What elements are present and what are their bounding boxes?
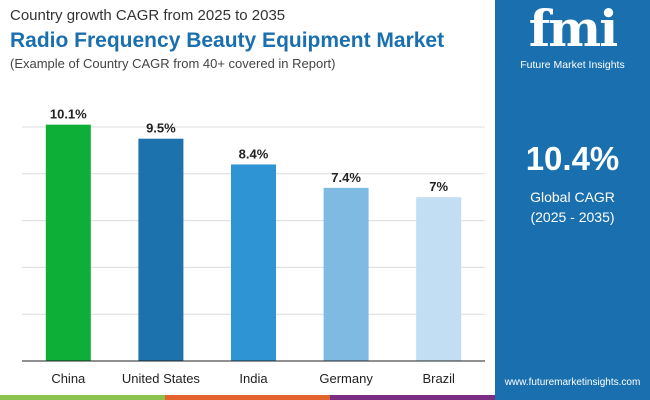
bar-germany bbox=[323, 187, 369, 361]
data-label: 7% bbox=[429, 179, 448, 194]
chart-supertitle: Country growth CAGR from 2025 to 2035 bbox=[10, 7, 286, 24]
data-label: 8.4% bbox=[239, 146, 269, 161]
website-link[interactable]: www.futuremarketinsights.com bbox=[504, 377, 641, 388]
cagr-label: Global CAGR bbox=[530, 189, 615, 205]
bar-india bbox=[231, 164, 276, 361]
data-label: 9.5% bbox=[146, 121, 176, 136]
data-label: 10.1% bbox=[50, 107, 87, 122]
x-tick-label: Brazil bbox=[422, 371, 455, 386]
summary-panel: fmi Future Market Insights 10.4% Global … bbox=[495, 0, 650, 400]
stripe-orange bbox=[165, 395, 330, 400]
stripe-purple bbox=[330, 395, 495, 400]
x-tick-label: United States bbox=[122, 371, 201, 386]
chart-title: Radio Frequency Beauty Equipment Market bbox=[10, 29, 445, 52]
bar-brazil bbox=[416, 197, 462, 361]
bar-united-states bbox=[138, 138, 184, 361]
stripe-green bbox=[0, 395, 165, 400]
chart-note: (Example of Country CAGR from 40+ covere… bbox=[10, 56, 336, 71]
x-tick-label: Germany bbox=[319, 371, 373, 386]
bar-china bbox=[45, 124, 91, 361]
cagr-period: (2025 - 2035) bbox=[530, 209, 615, 225]
fmi-logo: fmi bbox=[528, 0, 618, 58]
global-cagr-value: 10.4% bbox=[525, 140, 620, 177]
x-tick-label: India bbox=[239, 371, 268, 386]
data-label: 7.4% bbox=[331, 170, 361, 185]
logo-caption: Future Market Insights bbox=[520, 59, 625, 71]
global-cagr-label: Global CAGR (2025 - 2035) bbox=[495, 187, 650, 227]
bar-chart: 10.1% China 9.5% United States 8.4% India 7.4%… bbox=[22, 107, 485, 386]
x-tick-label: China bbox=[51, 371, 86, 386]
